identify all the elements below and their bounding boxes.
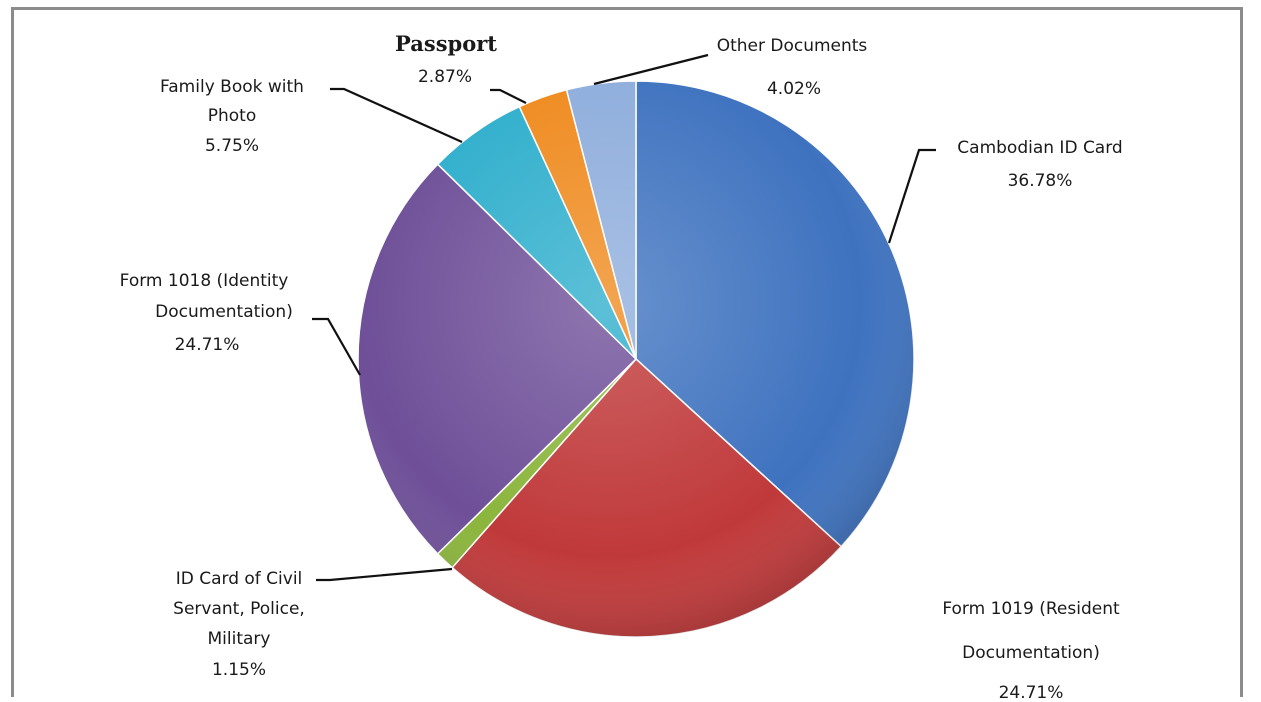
label-form1019-pct: 24.71% <box>999 683 1064 700</box>
leader-other <box>593 53 709 86</box>
label-cambodian-pct: 36.78% <box>1008 171 1073 191</box>
label-passport-pct: 2.87% <box>418 67 472 87</box>
leader-family <box>330 87 463 144</box>
pie-chart: Cambodian ID Card 36.78% Form 1019 (Resi… <box>120 31 1123 700</box>
label-cambodian-name: Cambodian ID Card <box>957 138 1122 158</box>
label-form1018-name-1: Form 1018 (Identity <box>120 271 289 291</box>
label-civil-name-3: Military <box>208 629 271 649</box>
label-other-name: Other Documents <box>717 36 868 56</box>
leader-passport <box>490 88 527 104</box>
label-passport-name: Passport <box>395 31 497 56</box>
label-form1018-name-2: Documentation) <box>155 302 293 322</box>
chart-frame: Cambodian ID Card 36.78% Form 1019 (Resi… <box>11 7 1243 700</box>
leader-form1018 <box>312 317 361 376</box>
label-form1019-name-1: Form 1019 (Resident <box>942 599 1120 619</box>
label-family-name-2: Photo <box>208 106 257 126</box>
label-civil-pct: 1.15% <box>212 660 266 680</box>
label-family-pct: 5.75% <box>205 136 259 156</box>
pie-slices <box>357 80 915 638</box>
leader-cambodian <box>887 148 936 244</box>
label-form1019-name-2: Documentation) <box>962 643 1100 663</box>
label-civil-name-2: Servant, Police, <box>173 599 305 619</box>
label-family-name-1: Family Book with <box>160 77 304 97</box>
label-form1018-pct: 24.71% <box>175 335 240 355</box>
label-other-pct: 4.02% <box>767 79 821 99</box>
label-civil-name-1: ID Card of Civil <box>176 569 303 589</box>
leader-civil <box>316 567 453 582</box>
